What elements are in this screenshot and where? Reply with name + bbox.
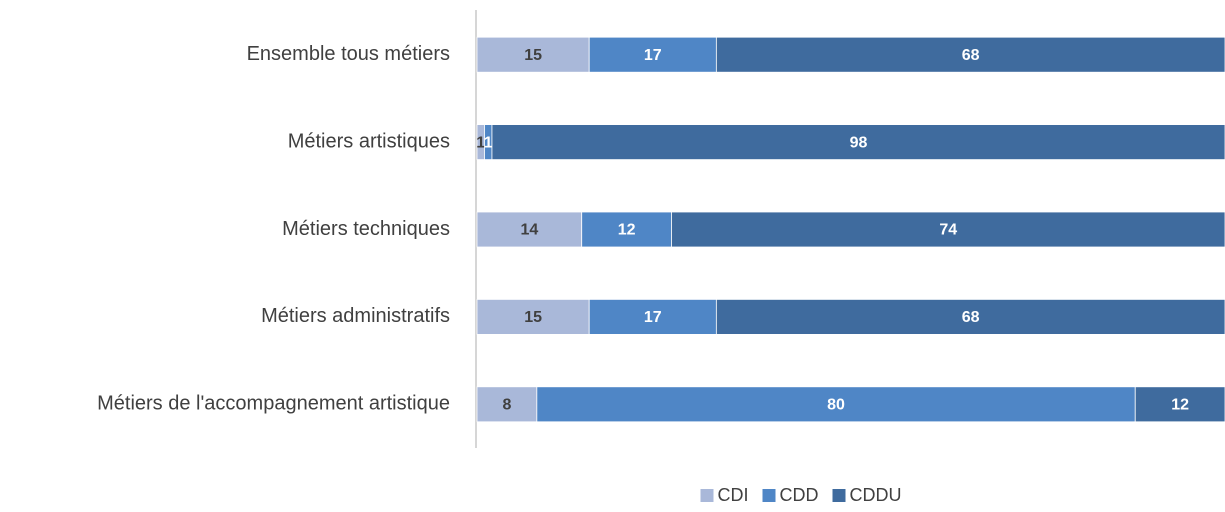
- y-tick-label: Métiers techniques: [282, 218, 450, 240]
- data-label: 74: [939, 222, 957, 239]
- data-label: 14: [520, 222, 538, 239]
- legend-swatch: [762, 489, 776, 502]
- bar-segment: [1134, 386, 1225, 423]
- y-tick-label: Métiers de l'accompagnement artistique: [97, 393, 450, 415]
- data-label: 98: [850, 134, 868, 151]
- bar-segment: [588, 36, 717, 73]
- legend-label: CDDU: [850, 485, 902, 505]
- legend-label: CDI: [718, 485, 749, 505]
- bar-segment: [588, 298, 717, 335]
- data-label: 1: [476, 134, 485, 151]
- bar-segment: [715, 36, 1225, 73]
- bar-segment: [715, 298, 1225, 335]
- data-label: 17: [644, 309, 662, 326]
- y-tick-label: Ensemble tous métiers: [247, 43, 450, 65]
- data-label: 12: [1171, 397, 1189, 414]
- bar-segment: [476, 211, 583, 248]
- data-label: 68: [962, 47, 980, 64]
- data-label: 8: [502, 397, 511, 414]
- data-label: 1: [484, 134, 493, 151]
- legend-swatch: [700, 489, 714, 502]
- bar-segment: [536, 386, 1136, 423]
- data-label: 68: [962, 309, 980, 326]
- legend-label: CDD: [780, 485, 819, 505]
- data-label: 15: [524, 47, 542, 64]
- legend-swatch: [832, 489, 846, 502]
- data-label: 17: [644, 47, 662, 64]
- data-label: 80: [827, 397, 845, 414]
- data-label: 15: [524, 309, 542, 326]
- bar-segment: [581, 211, 672, 248]
- y-tick-label: Métiers administratifs: [261, 305, 450, 327]
- data-label: 12: [618, 222, 636, 239]
- bar-segment: [491, 124, 1225, 160]
- y-tick-label: Métiers artistiques: [288, 130, 450, 152]
- bar-segment: [671, 211, 1225, 248]
